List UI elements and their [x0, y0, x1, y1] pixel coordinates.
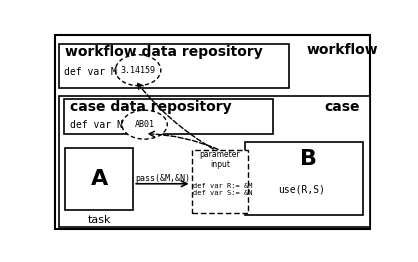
Text: task: task [87, 215, 111, 225]
Text: case data repository: case data repository [70, 100, 232, 114]
Text: 3.14159: 3.14159 [121, 66, 155, 75]
Text: AB01: AB01 [135, 120, 155, 129]
Text: B: B [300, 149, 317, 168]
FancyBboxPatch shape [64, 99, 273, 134]
FancyBboxPatch shape [59, 96, 370, 227]
Text: case: case [324, 100, 360, 114]
FancyBboxPatch shape [59, 43, 289, 88]
Text: pass(&M,&N): pass(&M,&N) [135, 174, 190, 183]
Text: def var N: def var N [70, 120, 123, 130]
Ellipse shape [122, 110, 167, 139]
FancyBboxPatch shape [191, 150, 248, 213]
FancyBboxPatch shape [65, 149, 133, 210]
FancyBboxPatch shape [56, 35, 370, 229]
Text: A: A [91, 169, 108, 189]
Text: workflow data repository: workflow data repository [65, 45, 263, 59]
Text: def var R:= &M
def var S:= &N: def var R:= &M def var S:= &N [193, 183, 252, 196]
FancyBboxPatch shape [245, 143, 363, 215]
Text: parameter
input: parameter input [200, 150, 240, 169]
Text: workflow: workflow [306, 43, 378, 57]
Text: def var M: def var M [64, 67, 117, 77]
Ellipse shape [115, 55, 161, 86]
Text: use(R,S): use(R,S) [278, 185, 325, 195]
